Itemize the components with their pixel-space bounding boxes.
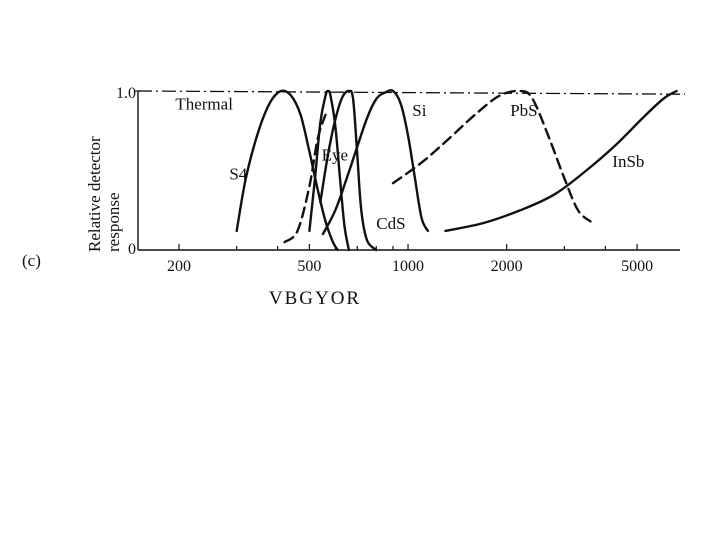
series-insb-line: [444, 89, 678, 233]
x-tick-label: 200: [167, 258, 191, 275]
series-s4-line: [235, 89, 339, 252]
x-axis-label: VBGYOR: [269, 288, 361, 309]
series-cds-line: [319, 89, 378, 252]
y-axis-label-line1: Relative detector: [85, 136, 104, 252]
y-tick-label-bottom: 0: [128, 241, 136, 258]
series-thermal-line: [137, 90, 686, 95]
x-tick-label: 2000: [491, 258, 523, 275]
series-eye-line: [308, 89, 351, 252]
series-pbs-line: [391, 89, 592, 223]
x-tick-label: 1000: [392, 258, 424, 275]
x-tick-label: 500: [297, 258, 321, 275]
curve-label-s4: S4: [229, 165, 247, 184]
curve-label-cds: CdS: [376, 214, 405, 233]
series-eye-dashed-branch-line: [283, 113, 327, 244]
curve-label-pbs: PbS: [510, 101, 537, 120]
series-si-line: [321, 89, 430, 236]
curve-label-eye: Eye: [322, 146, 348, 165]
panel-label: (c): [22, 251, 41, 270]
y-tick-label-top: 1.0: [116, 85, 136, 102]
x-tick-label: 5000: [621, 258, 653, 275]
y-axis-label-line2: response: [104, 193, 123, 252]
curve-label-insb: InSb: [612, 152, 644, 171]
curve-label-thermal: Thermal: [175, 95, 233, 114]
plot-frame: [134, 90, 680, 251]
text-layer: (c) Relative detector response VBGYOR 1.…: [22, 85, 653, 309]
curve-layer: [137, 89, 686, 252]
curve-label-si: Si: [412, 101, 426, 120]
